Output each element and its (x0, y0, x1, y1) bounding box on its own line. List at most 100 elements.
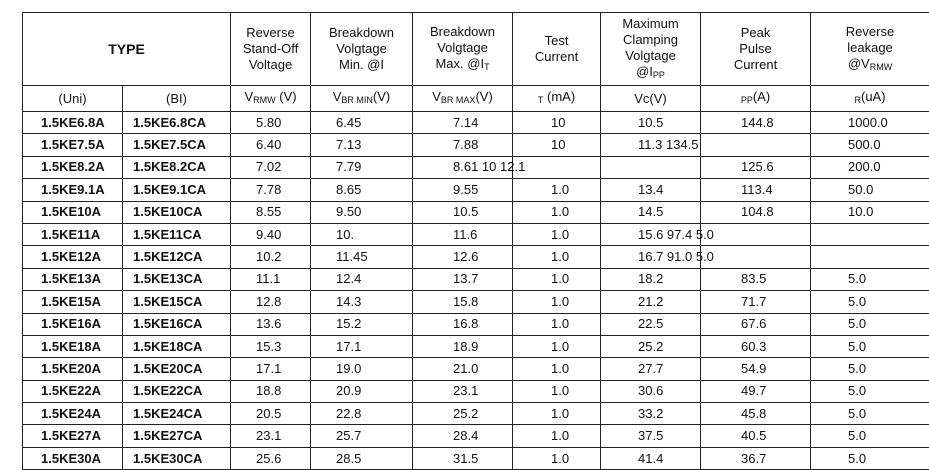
data-cell: 41.4 (600, 446, 702, 470)
table-wrap: TYPE Reverse Stand-Off Voltage Breakdown Volg… (21, 12, 929, 470)
data-cell: 10.5 (600, 110, 702, 135)
data-cell: 1.5KE27CA (121, 424, 232, 448)
data-cell: 5.0 (810, 357, 929, 381)
header-line: Current (733, 57, 778, 72)
subscript: PP (740, 95, 753, 105)
data-cell: 7.78 (230, 178, 312, 202)
data-cell: 23.1 (412, 379, 514, 404)
unit-cell: R(uA) (810, 85, 929, 112)
unit-cell: VBR MAX(V) (412, 85, 514, 112)
data-cell: 1.5KE10A (22, 200, 123, 224)
data-row: 1.5KE27A 1.5KE27CA 23.1 25.7 28.4 1.0 37.5 40.5… (22, 424, 929, 448)
data-cell: 1.5KE9.1A (22, 178, 123, 202)
data-cell: 7.02 (230, 155, 312, 180)
data-cell: 1000.0 (810, 110, 929, 135)
data-cell: 28.4 (412, 424, 514, 448)
data-cell: 16.8 (412, 312, 514, 336)
data-cell: 1.5KE11A (22, 222, 123, 247)
data-cell: 1.5KE11CA (121, 222, 232, 247)
data-cell: 1.5KE13CA (121, 267, 232, 292)
data-cell: 1.0 (512, 200, 602, 224)
unit-text: (uA) (860, 89, 886, 104)
data-cell: 1.0 (512, 178, 602, 202)
data-cell (600, 155, 702, 180)
header-text: (Uni) (58, 90, 87, 106)
header-cell: Reverse Stand-Off Voltage (230, 12, 312, 86)
data-cell: 7.14 (412, 110, 514, 135)
data-cell: 11.3 134.5 (600, 133, 702, 157)
data-cell: 12.4 (310, 267, 414, 292)
data-cell: 1.5KE6.8A (22, 110, 123, 135)
data-cell: 1.5KE12CA (121, 245, 232, 269)
data-cell: 25.2 (412, 402, 514, 426)
data-cell: 11.1 (230, 267, 312, 292)
spec-table: TYPE Reverse Stand-Off Voltage Breakdown Volg… (21, 12, 929, 470)
header-line: Reverse (845, 23, 895, 39)
unit-cell: (BI) (121, 85, 232, 112)
data-cell: 1.5KE18A (22, 334, 123, 359)
data-cell: 11.45 (310, 245, 414, 269)
data-cell: 113.4 (700, 178, 812, 202)
data-cell: 144.8 (700, 110, 812, 135)
data-cell: 1.5KE20CA (121, 357, 232, 381)
unit-text: (V) (372, 89, 391, 104)
header-text: Max. @I (435, 55, 485, 71)
data-cell: 1.0 (512, 357, 602, 381)
data-cell: 5.0 (810, 267, 929, 292)
data-cell: 1.5KE16CA (121, 312, 232, 336)
data-cell: 33.2 (600, 402, 702, 426)
header-line: Clamping (623, 31, 678, 47)
unit-row: (Uni) (BI) VRMW (V) VBR MIN(V) VBR MAX(V) T (… (22, 85, 929, 112)
data-cell: 40.5 (700, 424, 812, 448)
data-cell: 21.2 (600, 290, 702, 314)
data-cell: 18.2 (600, 267, 702, 292)
data-cell: 104.8 (700, 200, 812, 224)
data-row: 1.5KE12A 1.5KE12CA 10.2 11.45 12.6 1.0 16.7 91… (22, 245, 929, 269)
data-cell: 8.61 10 12.1 (412, 155, 525, 180)
data-cell: 1.5KE8.2CA (121, 155, 232, 180)
data-cell: 1.5KE30CA (121, 446, 232, 470)
data-cell: 18.9 (412, 334, 514, 359)
data-cell: 10.5 (412, 200, 514, 224)
data-cell: 1.0 (512, 290, 602, 314)
subscript: BR MIN (341, 95, 373, 105)
header-line: Min. @I (339, 57, 384, 72)
data-cell: 1.5KE7.5CA (121, 133, 232, 157)
data-cell: 1.5KE18CA (121, 334, 232, 359)
header-line: Peak (740, 25, 771, 40)
data-cell: 6.40 (230, 133, 312, 157)
data-row: 1.5KE13A 1.5KE13CA 11.1 12.4 13.7 1.0 18.2 83.5… (22, 267, 929, 292)
data-cell: 25.7 (310, 424, 414, 448)
data-row: 1.5KE6.8A 1.5KE6.8CA 5.80 6.45 7.14 10 10.5 144… (22, 110, 929, 135)
header-line: Max. @IT (413, 56, 512, 75)
data-cell: 1.5KE27A (22, 424, 123, 448)
data-cell: 25.6 (230, 446, 312, 470)
data-row: 1.5KE22A 1.5KE22CA 18.8 20.9 23.1 1.0 30.6 49.7… (22, 379, 929, 404)
unit-text: (V) (275, 89, 297, 104)
header-text: Vc(V) (634, 90, 667, 106)
data-cell: 1.0 (512, 379, 602, 404)
data-cell: 1.0 (512, 446, 602, 470)
header-line: @IPP (601, 64, 700, 83)
data-cell: 17.1 (230, 357, 312, 381)
data-cell: 30.6 (600, 379, 702, 404)
data-cell: 5.0 (810, 312, 929, 336)
unit-cell: VRMW (V) (230, 85, 312, 112)
header-line: TYPE (108, 41, 145, 57)
unit-text: (A) (752, 89, 771, 104)
data-cell: 1.5KE15CA (121, 290, 232, 314)
data-cell: 7.79 (310, 155, 414, 180)
header-cell: Breakdown Volgtage Min. @I (310, 12, 414, 86)
data-cell: 25.2 (600, 334, 702, 359)
header-cell: Maximum Clamping Volgtage @IPP (600, 12, 702, 86)
data-cell: 71.7 (700, 290, 812, 314)
data-cell: 1.0 (512, 312, 602, 336)
data-cell: 1.5KE16A (22, 312, 123, 336)
header-cell: Reverse leakage @VRMW (810, 12, 929, 86)
data-cell: 16.7 91.0 5.0 (600, 245, 714, 269)
data-cell: 20.5 (230, 402, 312, 426)
header-line: Maximum (622, 15, 679, 31)
header-line: Pulse (739, 41, 772, 56)
data-cell: 60.3 (700, 334, 812, 359)
